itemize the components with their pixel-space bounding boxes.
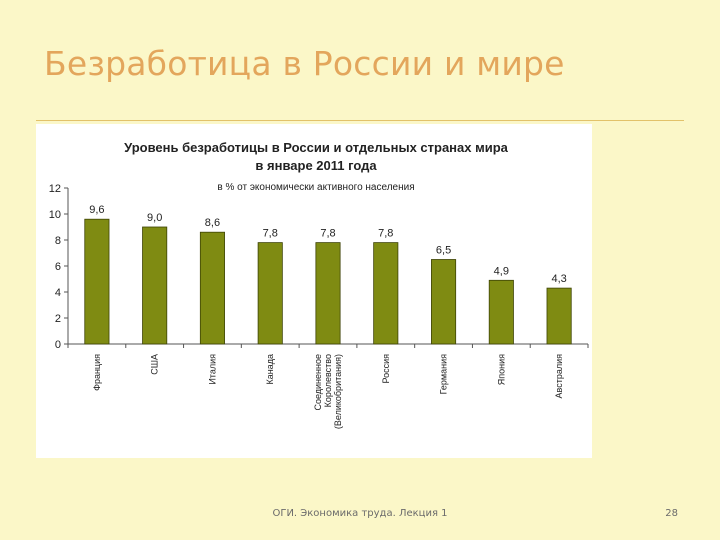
category-label: Германия	[439, 354, 449, 394]
category-label-line: Италия	[207, 354, 217, 385]
category-label: Япония	[496, 354, 506, 385]
category-label-line: Россия	[381, 354, 391, 384]
y-tick-label: 2	[55, 313, 61, 325]
slide-title: Безработица в России и мире	[44, 44, 565, 83]
y-tick-label: 6	[55, 261, 61, 273]
label-layer: 9,6 9,0 8,6 7,8 7,8 7,8 6,5 4,9 4,3	[89, 204, 567, 285]
category-label-layer: Франция США Италия Канада Соединенное Королев…	[92, 354, 564, 429]
data-label: 6,5	[436, 245, 451, 257]
bar	[546, 287, 572, 345]
y-tick-label: 12	[49, 183, 61, 195]
data-label: 4,9	[494, 265, 509, 277]
category-label-line: Германия	[439, 354, 449, 394]
data-label: 9,6	[89, 204, 104, 216]
category-label-line: Королевство	[323, 354, 333, 407]
y-tick-label: 4	[55, 287, 61, 299]
category-label: Франция	[92, 354, 102, 391]
category-label-line: США	[150, 354, 160, 375]
category-label-line: (Великобритания)	[333, 354, 343, 429]
title-divider	[36, 120, 684, 121]
bar	[488, 279, 514, 345]
category-label: Россия	[381, 354, 391, 384]
category-label-line: Соединенное	[313, 354, 323, 411]
category-label: Соединенное Королевство (Великобритания)	[313, 354, 343, 429]
chart-title: Уровень безработицы в России и отдельных…	[124, 140, 509, 155]
category-label-line: Франция	[92, 354, 102, 391]
category-label-line: Австралия	[554, 354, 564, 399]
bar	[431, 259, 457, 345]
y-tick-label: 0	[55, 339, 61, 351]
unemployment-chart: Уровень безработицы в России и отдельных…	[36, 124, 592, 458]
y-tick-label: 10	[49, 209, 61, 221]
bar-layer	[84, 218, 572, 345]
category-label: Австралия	[554, 354, 564, 399]
category-label-line: Канада	[265, 354, 275, 384]
category-label: Канада	[265, 354, 275, 384]
data-label: 9,0	[147, 212, 162, 224]
bar	[84, 218, 110, 345]
chart-subtitle: в % от экономически активного населения	[217, 182, 414, 193]
page-number: 28	[665, 508, 678, 519]
slide-footer: ОГИ. Экономика труда. Лекция 1	[272, 508, 448, 519]
bar	[315, 242, 341, 345]
data-label: 4,3	[551, 273, 566, 285]
category-label-line: Япония	[496, 354, 506, 385]
data-label: 7,8	[378, 228, 393, 240]
category-label: США	[150, 354, 160, 375]
category-label: Италия	[207, 354, 217, 385]
data-label: 7,8	[263, 228, 278, 240]
chart-svg: Уровень безработицы в России и отдельных…	[49, 140, 589, 429]
bar	[257, 242, 283, 345]
y-tick-label: 8	[55, 235, 61, 247]
bar	[199, 231, 225, 345]
data-label: 8,6	[205, 217, 220, 229]
chart-title-line2: в январе 2011 года	[255, 158, 377, 173]
data-label: 7,8	[320, 228, 335, 240]
bar	[142, 226, 168, 345]
bar	[373, 242, 399, 345]
